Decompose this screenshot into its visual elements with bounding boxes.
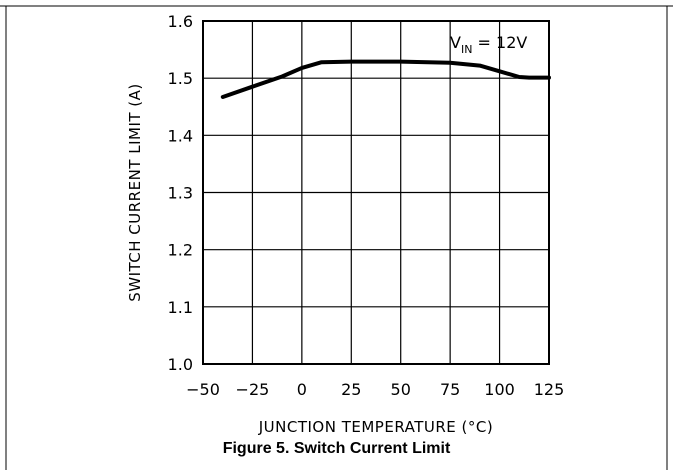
x-axis-title: JUNCTION TEMPERATURE (°C) bbox=[258, 418, 493, 436]
x-tick-label: 125 bbox=[534, 380, 565, 399]
vin-annotation: VIN = 12V bbox=[450, 33, 527, 56]
x-tick-label: 75 bbox=[440, 380, 460, 399]
x-tick-label: 25 bbox=[341, 380, 361, 399]
y-tick-label: 1.6 bbox=[168, 12, 193, 31]
y-tick-label: 1.2 bbox=[168, 241, 193, 260]
x-tick-labels: −50 −25 0 25 50 75 100 125 bbox=[186, 380, 564, 399]
current-limit-series-line bbox=[220, 59, 551, 99]
x-tick-label: 100 bbox=[484, 380, 515, 399]
x-tick-label: −25 bbox=[236, 380, 270, 399]
vin-annotation-subscript: IN bbox=[461, 43, 472, 56]
y-tick-labels: 1.0 1.1 1.2 1.3 1.4 1.5 1.6 bbox=[168, 12, 193, 374]
x-tick-label: −50 bbox=[186, 380, 220, 399]
plot-frame bbox=[202, 20, 550, 365]
y-tick-label: 1.4 bbox=[168, 126, 193, 145]
vin-annotation-value: = 12V bbox=[472, 33, 527, 52]
x-tick-label: 0 bbox=[297, 380, 307, 399]
y-tick-label: 1.0 bbox=[168, 355, 193, 374]
figure-caption: Figure 5. Switch Current Limit bbox=[222, 440, 451, 457]
y-axis-title: SWITCH CURRENT LIMIT (A) bbox=[126, 83, 144, 302]
x-tick-label: 50 bbox=[391, 380, 411, 399]
y-tick-label: 1.3 bbox=[168, 184, 193, 203]
vin-annotation-main: V bbox=[450, 33, 461, 52]
y-tick-label: 1.5 bbox=[168, 69, 193, 88]
y-tick-label: 1.1 bbox=[168, 298, 193, 317]
